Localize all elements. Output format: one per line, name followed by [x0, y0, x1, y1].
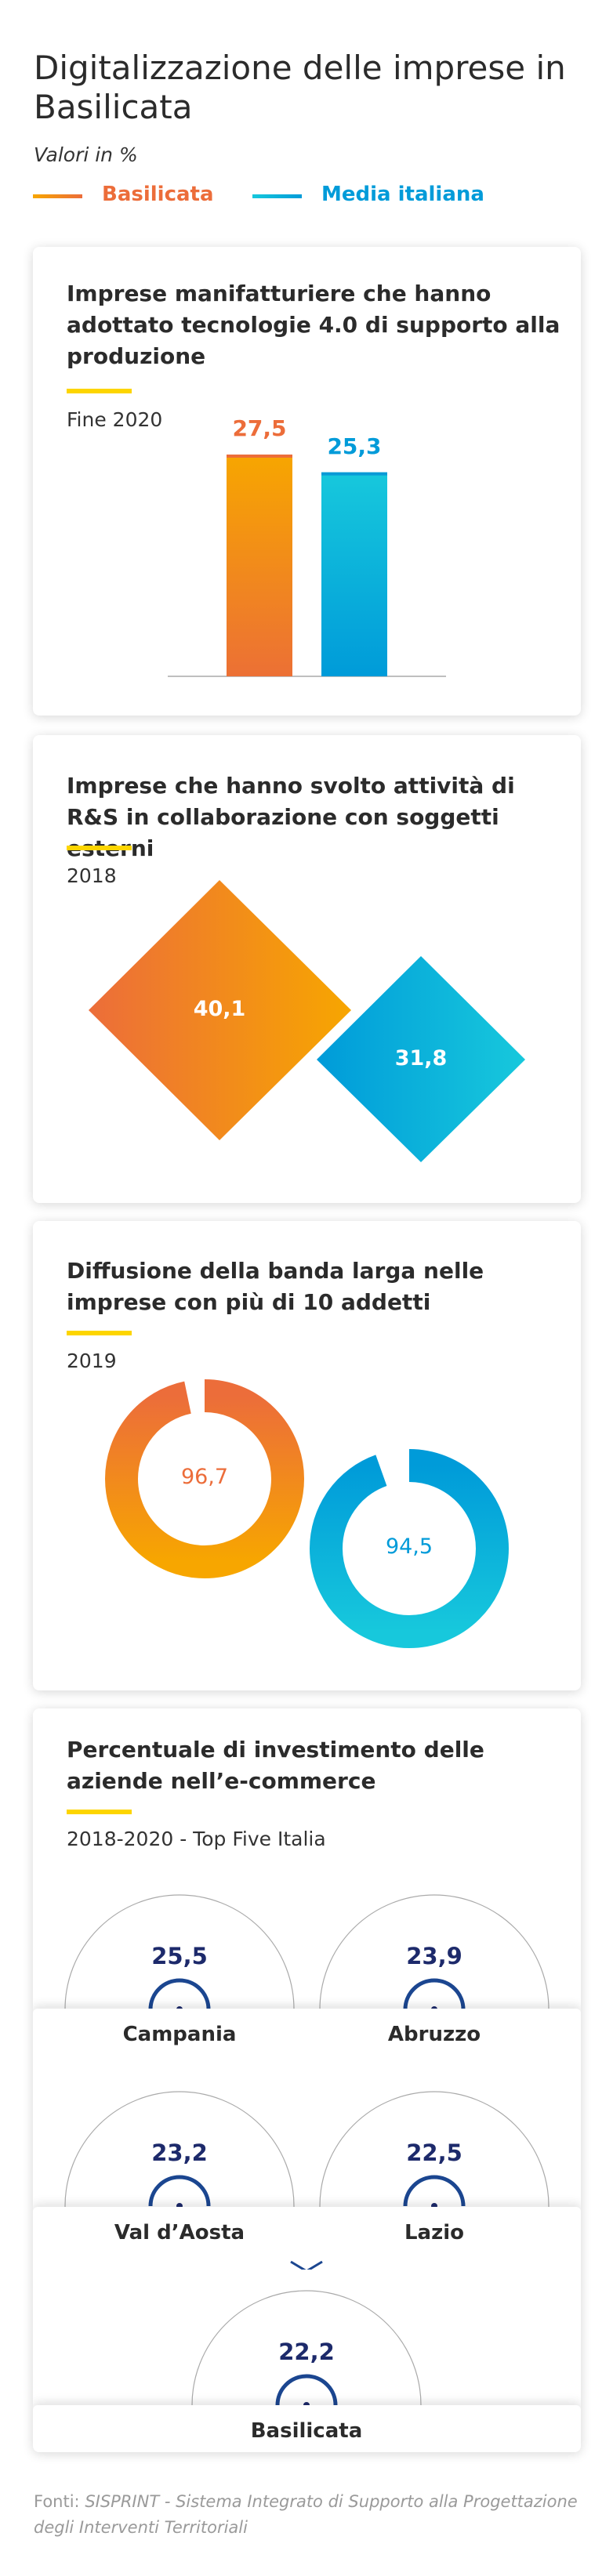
gauge-arc-icon	[403, 1978, 466, 2010]
card-title: Imprese che hanno svolto attività di R&S…	[67, 773, 515, 861]
page-subtitle: Valori in %	[34, 143, 138, 166]
title-underline	[67, 1810, 132, 1814]
region-value: 23,9	[406, 1943, 462, 1969]
title-underline	[67, 389, 132, 393]
bar-cap	[227, 455, 292, 458]
region-label: Campania	[122, 2023, 237, 2046]
diamond-media	[317, 956, 525, 1162]
region-row-panel: Campania Abruzzo	[33, 2009, 581, 2223]
bar-value-label-basilicata: 27,5	[232, 415, 287, 441]
source-footnote: Fonti: SISPRINT - Sistema Integrato di S…	[34, 2489, 582, 2541]
page-title: Digitalizzazione delle imprese in Basili…	[34, 49, 566, 126]
period-label: Fine 2020	[67, 408, 163, 431]
region-value: 22,2	[278, 2339, 335, 2365]
card-title: Diffusione della banda larga nelle impre…	[67, 1258, 484, 1315]
source-prefix: Fonti:	[34, 2492, 85, 2511]
diamond-basilicata	[89, 880, 351, 1140]
diamond-value-media: 31,8	[394, 1046, 448, 1071]
legend-label-basilicata: Basilicata	[102, 183, 214, 206]
bar-chart-svg	[168, 455, 446, 677]
bar-media	[321, 472, 387, 676]
diamond-value-basilicata: 40,1	[193, 997, 246, 1021]
region-value: 25,5	[151, 1943, 208, 1969]
legend-swatch-media	[252, 194, 302, 198]
card-title: Percentuale di investimento delle aziend…	[67, 1737, 484, 1794]
bar-basilicata	[227, 455, 292, 676]
region-row-panel: Val d’Aosta Lazio	[33, 2207, 581, 2421]
legend-swatch-basilicata	[33, 194, 82, 198]
card-donut-chart: Diffusione della banda larga nelle impre…	[33, 1221, 581, 1690]
donut-chart-svg	[105, 1379, 509, 1648]
legend-label-media: Media italiana	[321, 183, 484, 206]
bar-value-label-media: 25,3	[327, 433, 382, 459]
card-diamond-chart: Imprese che hanno svolto attività di R&S…	[33, 735, 581, 1203]
diamond-chart-svg	[89, 880, 525, 1162]
bar-cap	[321, 472, 387, 476]
period-label: 2018-2020 - Top Five Italia	[67, 1828, 326, 1850]
card-title: Imprese manifatturiere che hanno adottat…	[67, 281, 560, 369]
title-underline	[67, 846, 132, 850]
card-ecommerce-ranking: Percentuale di investimento delle aziend…	[33, 1708, 581, 2452]
period-label: 2019	[67, 1350, 117, 1372]
region-label: Abruzzo	[387, 2023, 481, 2046]
donut-value-basilicata: 96,7	[180, 1465, 229, 1489]
chevron-down-icon[interactable]	[33, 2207, 581, 2270]
donut-arc-media	[310, 1449, 509, 1648]
region-label: Basilicata	[250, 2419, 363, 2443]
source-text: SISPRINT - Sistema Integrato di Supporto…	[34, 2492, 578, 2537]
period-label: 2018	[67, 864, 117, 887]
region-row-panel: Basilicata	[33, 2405, 581, 2452]
title-underline	[67, 1331, 132, 1335]
gauge-arc-icon	[148, 1978, 211, 2010]
donut-arc-basilicata	[105, 1379, 304, 1578]
card-bar-chart: Imprese manifatturiere che hanno adottat…	[33, 247, 581, 716]
donut-value-media: 94,5	[385, 1534, 433, 1559]
region-value: 22,5	[406, 2139, 462, 2166]
region-value: 23,2	[151, 2139, 208, 2166]
